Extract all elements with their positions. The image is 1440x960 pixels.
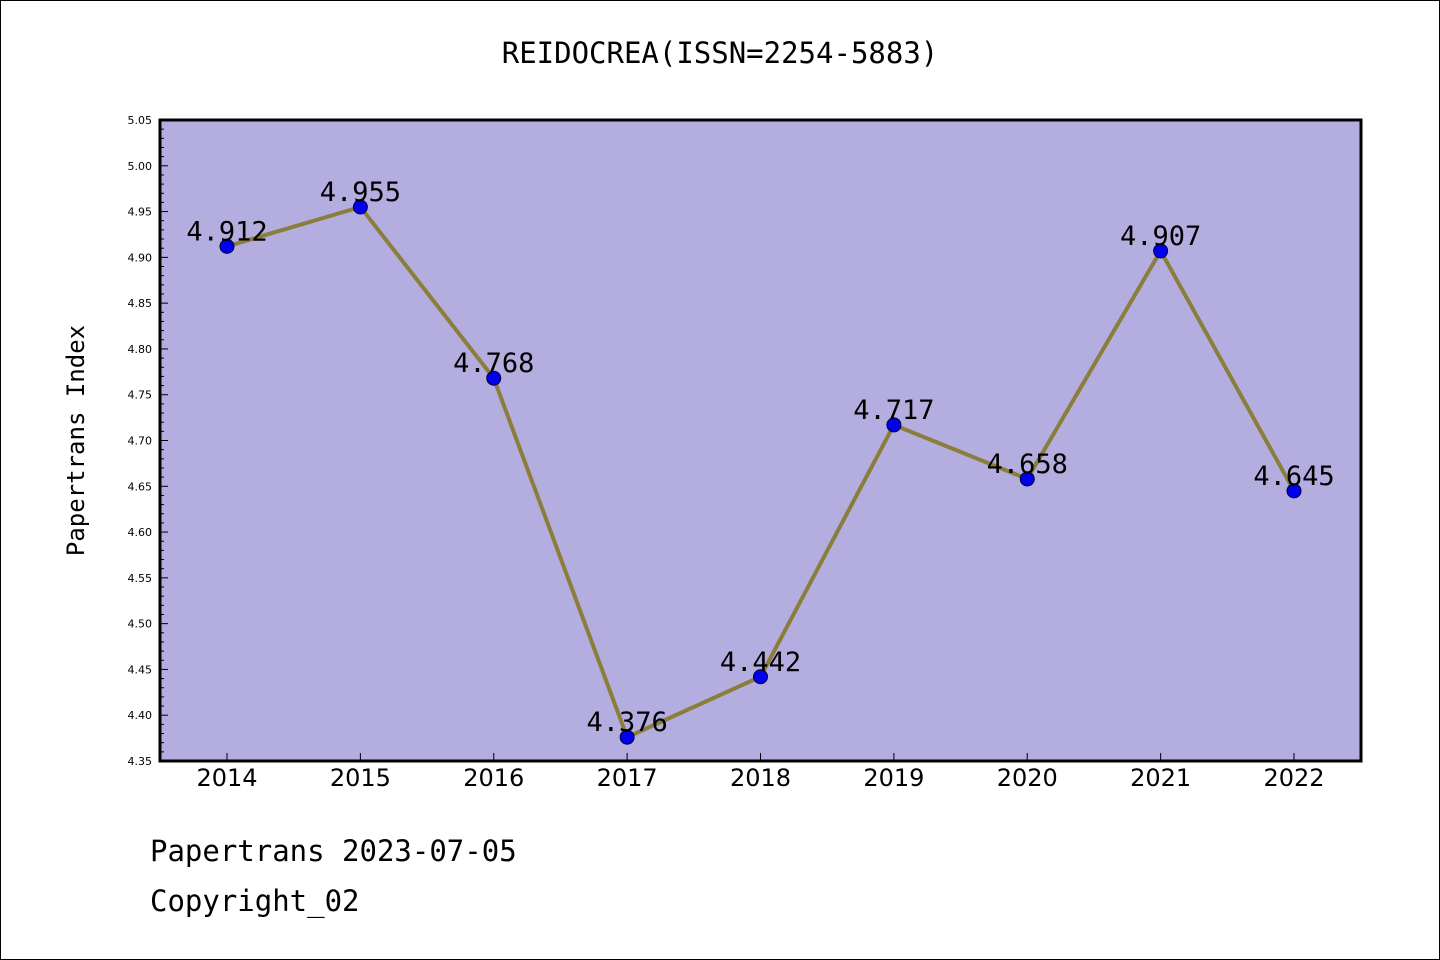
footer-source-line: Papertrans 2023-07-05 [150,834,517,868]
x-tick-label: 2022 [1263,764,1324,792]
y-tick-label: 5.05 [128,114,153,127]
footer-copyright-line: Copyright_02 [150,884,360,918]
x-tick-label: 2021 [1130,764,1191,792]
data-label: 4.376 [586,707,667,738]
chart-title: REIDOCREA(ISSN=2254-5883) [501,36,939,70]
y-tick-label: 4.80 [128,343,153,356]
data-label: 4.442 [720,647,801,678]
x-tick-label: 2020 [997,764,1058,792]
data-label: 4.658 [987,449,1068,480]
y-tick-label: 4.85 [128,297,153,310]
data-label: 4.717 [853,395,934,426]
data-label: 4.907 [1120,221,1201,252]
x-tick-label: 2018 [730,764,791,792]
data-point-marker [1153,243,1169,259]
x-tick-label: 2017 [597,764,658,792]
x-tick-label: 2016 [463,764,524,792]
y-tick-label: 4.35 [128,755,153,768]
y-tick-label: 4.45 [128,663,153,676]
plot-border [158,118,1363,763]
data-labels: 4.912 4.955 4.768 4.376 4.442 4.717 4.658 4.907… [186,177,1334,738]
x-tick-label: 2019 [863,764,924,792]
y-axis-label: Papertrans Index [62,325,90,556]
y-tick-label: 4.55 [128,572,153,585]
data-point-marker [753,669,768,685]
plot-area [160,120,1361,761]
data-label: 4.645 [1253,461,1334,492]
x-tick-label: 2015 [330,764,391,792]
y-tick-label: 4.90 [128,251,153,264]
y-tick-label: 4.75 [128,389,153,402]
data-point-marker [1286,483,1302,499]
x-tick-label: 2014 [196,764,257,792]
data-point-marker [352,199,368,215]
x-axis-ticks: 2014 2015 2016 2017 2018 2019 2020 2021 2022 [196,753,1325,792]
data-label: 4.955 [320,177,401,208]
y-tick-label: 4.50 [128,618,153,631]
y-tick-label: 4.70 [128,435,153,448]
y-tick-label: 4.60 [128,526,153,539]
data-label: 4.912 [186,216,267,247]
y-tick-label: 4.40 [128,709,153,722]
y-tick-label: 5.00 [128,160,153,173]
y-axis-ticks: 4.35 4.40 4.45 4.50 4.55 4.60 4.65 4.70 4.75 4.80… [128,114,168,768]
data-point-marker [1019,471,1035,487]
data-point-marker [486,370,502,386]
series-markers [219,199,1302,745]
data-point-marker [886,417,902,433]
y-tick-label: 4.95 [128,206,153,219]
y-tick-label: 4.65 [128,480,153,493]
data-point-marker [619,729,635,745]
data-point-marker [219,238,235,254]
data-label: 4.768 [453,348,534,379]
